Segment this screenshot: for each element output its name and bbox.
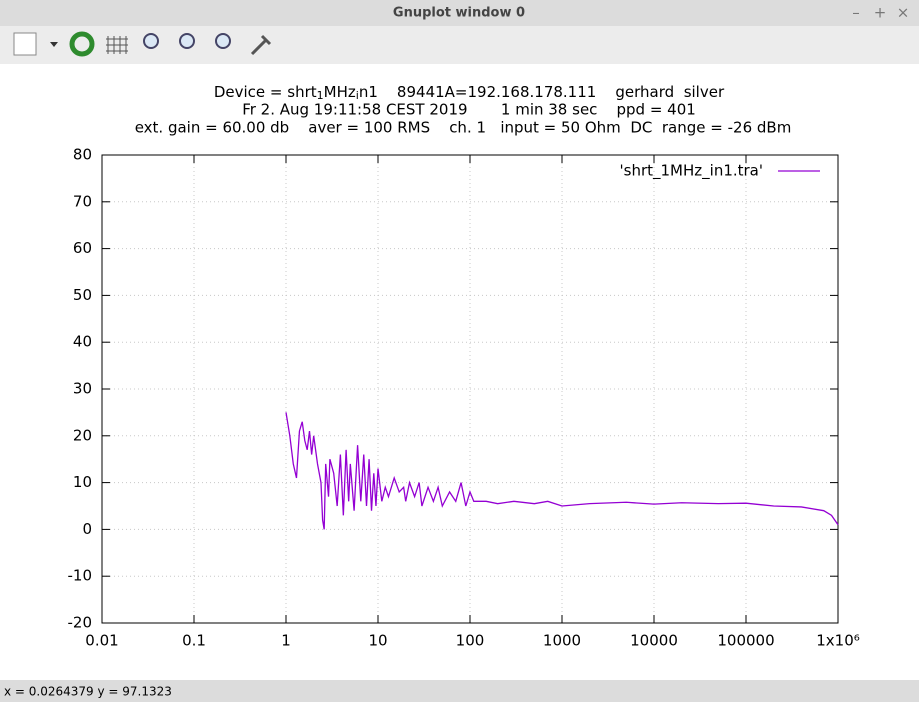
y-tick-label: 30 [73,380,92,398]
y-tick-label: 20 [73,426,92,444]
toolbar [0,26,919,64]
title-bar [0,0,919,26]
x-tick-label: 10000 [630,632,678,650]
title-sub: i [356,89,359,102]
y-tick-label: -20 [68,614,93,632]
status-bar [0,680,919,702]
title-line-3: ext. gain = 60.00 db aver = 100 RMS ch. … [135,119,792,137]
series-line [285,412,839,530]
x-tick-label: 10 [368,632,387,650]
minimize[interactable]: – [852,4,860,22]
export-button[interactable] [13,32,37,56]
close[interactable]: × [897,4,910,22]
zoom-out-button[interactable] [143,33,159,49]
status-text: x = 0.0264379 y = 97.1323 [4,685,172,699]
y-tick-label: 40 [73,333,92,351]
title-part: MHz [324,83,356,101]
x-tick-label: 100000 [717,632,774,650]
plot-frame [101,154,839,624]
plot-area [0,64,919,680]
legend-label: 'shrt_1MHz_in1.tra' [620,162,763,181]
title-part: n1 89441A=192.168.178.111 gerhard silver [359,83,725,101]
title-line-2: Fr 2. Aug 19:11:58 CEST 2019 1 min 38 se… [242,101,696,119]
y-tick-label: -10 [68,567,93,585]
x-tick-label: 1000 [543,632,581,650]
zoom-reset-button[interactable] [215,33,231,49]
window-title: Gnuplot window 0 [393,6,525,21]
settings-button[interactable] [250,34,272,56]
y-tick-label: 10 [73,473,92,491]
y-tick-label: 60 [73,239,92,257]
grid-button[interactable] [106,36,128,54]
y-tick-label: 70 [73,192,92,210]
x-tick-label: 0.1 [182,632,206,650]
x-tick-label: 1x10⁶ [816,632,860,650]
export-menu[interactable] [50,42,58,47]
x-tick-label: 100 [456,632,485,650]
replot-button[interactable] [69,31,95,57]
maximize[interactable]: + [874,4,887,22]
x-tick-label: 1 [281,632,291,650]
zoom-in-button[interactable] [179,33,195,49]
x-tick-label: 0.01 [85,632,118,650]
y-tick-label: 50 [73,286,92,304]
title-line-1: Device = shrt1MHzin1 89441A=192.168.178.… [214,83,725,103]
title-part: Device = shrt [214,83,317,101]
y-tick-label: 0 [82,520,92,538]
title-sub: 1 [317,89,324,102]
y-tick-label: 80 [73,146,92,164]
